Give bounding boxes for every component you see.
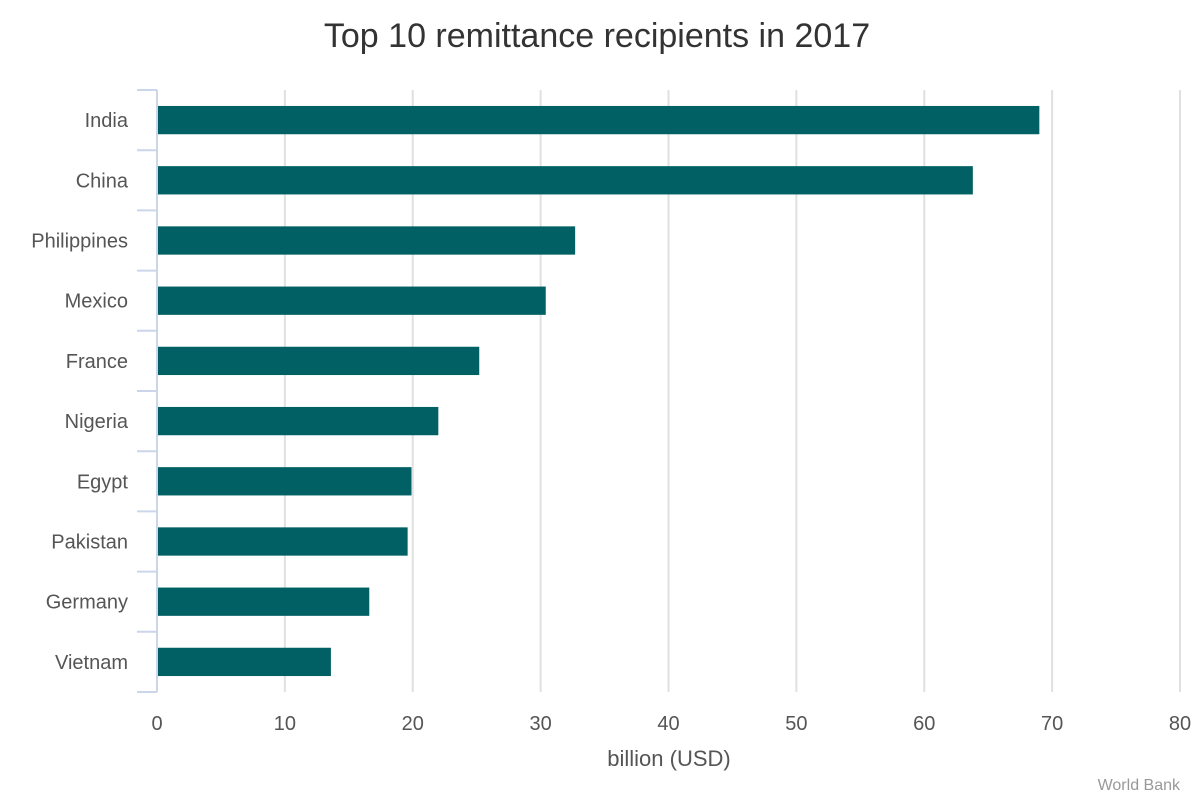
- x-axis-title: billion (USD): [607, 746, 730, 771]
- category-axis: [137, 89, 158, 693]
- bar-vietnam[interactable]: [158, 647, 331, 677]
- x-tick-label: 30: [530, 713, 552, 735]
- category-label: Mexico: [65, 291, 128, 313]
- category-label: Nigeria: [65, 411, 129, 433]
- x-tick-label: 70: [1041, 713, 1063, 735]
- x-tick-label: 10: [274, 713, 296, 735]
- chart-title: Top 10 remittance recipients in 2017: [324, 17, 870, 55]
- category-label: India: [85, 110, 129, 132]
- x-tick-label: 50: [785, 713, 807, 735]
- credits-link[interactable]: World Bank: [1098, 777, 1181, 794]
- bar-china[interactable]: [158, 166, 973, 195]
- category-labels: India China Philippines Mexico France Nigeria…: [31, 110, 129, 674]
- category-label: France: [66, 351, 128, 373]
- bar-nigeria[interactable]: [158, 406, 439, 436]
- bar-philippines[interactable]: [158, 226, 576, 255]
- category-label: Pakistan: [51, 532, 128, 554]
- category-label: Egypt: [77, 471, 129, 493]
- bar-pakistan[interactable]: [158, 527, 408, 556]
- x-tick-label: 80: [1169, 713, 1191, 735]
- x-tick-label: 20: [402, 713, 424, 735]
- bar-france[interactable]: [158, 346, 480, 376]
- bar-germany[interactable]: [158, 587, 370, 616]
- bar-india[interactable]: [158, 105, 1040, 135]
- x-tick-label: 60: [913, 713, 935, 735]
- category-label: Germany: [46, 592, 128, 614]
- value-tick-labels: 0 10 20 30 40 50 60 70 80: [151, 713, 1191, 735]
- category-label: China: [76, 170, 129, 192]
- bar-egypt[interactable]: [158, 467, 412, 496]
- bars: [158, 105, 1040, 677]
- x-tick-label: 0: [151, 713, 162, 735]
- x-tick-label: 40: [657, 713, 679, 735]
- category-label: Vietnam: [55, 652, 128, 674]
- bar-mexico[interactable]: [158, 286, 546, 315]
- category-label: Philippines: [31, 231, 128, 253]
